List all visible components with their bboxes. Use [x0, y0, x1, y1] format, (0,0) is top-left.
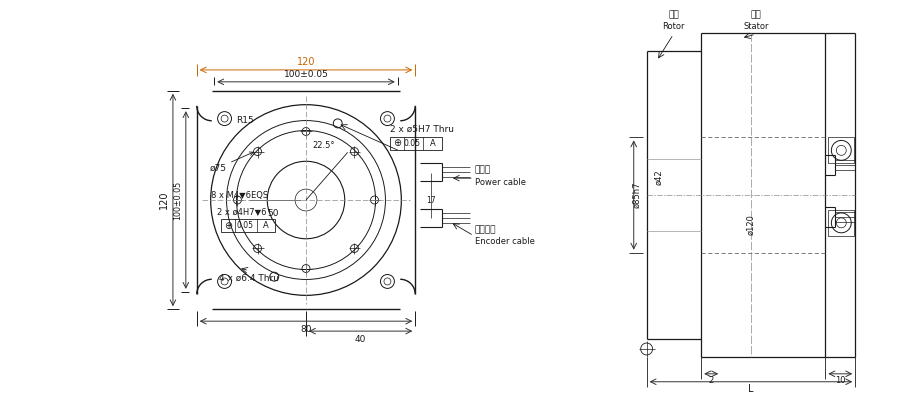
- Text: 50: 50: [268, 209, 279, 219]
- Text: L: L: [748, 384, 754, 394]
- Text: 4 x ø6.4 Thru: 4 x ø6.4 Thru: [219, 274, 280, 283]
- Text: 120: 120: [297, 57, 316, 67]
- Text: Encoder cable: Encoder cable: [474, 237, 535, 246]
- Text: 10: 10: [835, 376, 845, 385]
- Text: Stator: Stator: [743, 22, 769, 31]
- Text: 编码器线: 编码器线: [474, 225, 496, 234]
- Text: 2 x ø4H7▼6: 2 x ø4H7▼6: [216, 207, 266, 217]
- Text: 8 x M4▼6EQS: 8 x M4▼6EQS: [211, 191, 268, 200]
- Text: 2 x ø5H7 Thru: 2 x ø5H7 Thru: [391, 124, 454, 133]
- Text: ⊕: ⊕: [224, 221, 232, 231]
- Text: 定子: 定子: [750, 11, 761, 20]
- Text: 动力线: 动力线: [474, 166, 491, 175]
- Text: 80: 80: [300, 325, 312, 334]
- Text: ø85h7: ø85h7: [632, 182, 641, 208]
- Text: ø42: ø42: [654, 169, 663, 185]
- Text: 100±0.05: 100±0.05: [283, 70, 328, 79]
- Text: 0.05: 0.05: [403, 139, 420, 148]
- Text: ⊕: ⊕: [393, 138, 401, 148]
- Bar: [828, 137, 854, 163]
- Text: 17: 17: [427, 196, 436, 204]
- Bar: [221, 219, 275, 232]
- Text: R15: R15: [236, 116, 253, 125]
- Text: 转子: 转子: [668, 11, 679, 20]
- Text: Power cable: Power cable: [474, 178, 526, 187]
- Text: 0.05: 0.05: [236, 221, 253, 230]
- Text: 22.5°: 22.5°: [313, 141, 336, 150]
- Text: 2: 2: [709, 376, 713, 385]
- Text: A: A: [262, 221, 269, 230]
- Text: Rotor: Rotor: [662, 22, 685, 31]
- Text: ø120: ø120: [747, 215, 755, 235]
- Text: 120: 120: [159, 191, 169, 209]
- Bar: [391, 137, 442, 149]
- Text: 40: 40: [355, 335, 366, 343]
- Bar: [828, 210, 854, 236]
- Text: 100±0.05: 100±0.05: [173, 181, 182, 220]
- Text: A: A: [430, 139, 436, 148]
- Text: ø75: ø75: [209, 152, 253, 173]
